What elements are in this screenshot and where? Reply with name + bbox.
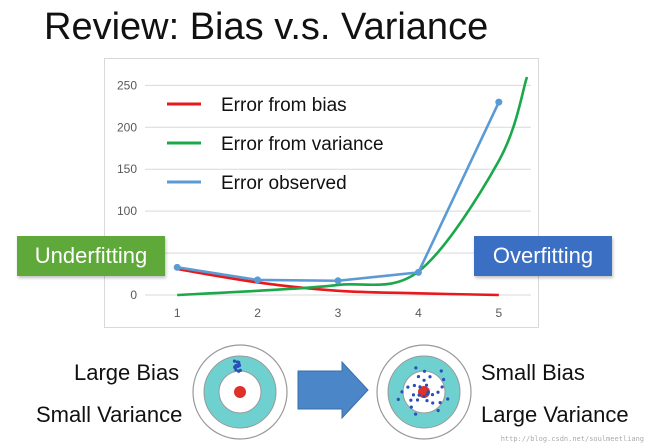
underfitting-badge: Underfitting <box>17 236 165 276</box>
x-tick-label: 3 <box>335 306 342 320</box>
shot-dot <box>234 368 238 372</box>
series-point <box>334 277 342 285</box>
y-tick-label: 100 <box>117 204 137 218</box>
shot-dot <box>436 390 440 394</box>
x-tick-label: 5 <box>495 306 502 320</box>
left-caption-bias: Large Bias <box>74 360 180 385</box>
series-line-2 <box>177 76 529 297</box>
shot-dot <box>400 390 404 394</box>
chart-area: 05010015020025012345Error from biasError… <box>104 58 539 328</box>
shot-dot <box>418 385 422 389</box>
series-line-1 <box>176 267 499 297</box>
shot-dot <box>409 405 413 409</box>
shot-dot <box>441 377 446 382</box>
series-point <box>414 268 422 276</box>
slide-title: Review: Bias v.s. Variance <box>44 6 489 48</box>
right-caption-variance: Large Variance <box>481 402 629 427</box>
shot-dot <box>237 369 241 373</box>
line-chart: 05010015020025012345Error from biasError… <box>117 76 531 320</box>
series-point <box>173 263 181 271</box>
legend-label: Error from bias <box>221 95 347 116</box>
y-tick-label: 200 <box>117 120 137 134</box>
shot-dot <box>425 392 429 396</box>
x-tick-label: 2 <box>254 306 261 320</box>
right-target <box>376 344 472 440</box>
right-target-shots <box>396 366 450 416</box>
shot-dot <box>438 401 442 405</box>
shot-dot <box>406 385 410 389</box>
shot-dot <box>413 412 418 416</box>
overfitting-badge: Overfitting <box>474 236 612 276</box>
transition-arrow <box>297 360 369 420</box>
shot-dot <box>415 398 420 402</box>
shot-dot <box>409 398 413 402</box>
y-tick-label: 0 <box>130 288 137 302</box>
shot-dot <box>416 374 421 379</box>
right-arrow-icon <box>297 360 369 420</box>
shot-dot <box>446 397 450 401</box>
shot-dot <box>414 366 418 370</box>
watermark: http://blog.csdn.net/soulmeetliang <box>500 435 644 443</box>
y-tick-label: 150 <box>117 162 137 176</box>
shot-dot <box>411 393 416 397</box>
x-tick-label: 4 <box>415 306 422 320</box>
shot-dot <box>440 385 444 389</box>
shot-dot <box>417 393 421 397</box>
shot-dot <box>439 369 443 373</box>
targets-illustration <box>192 344 472 440</box>
shot-dot <box>237 360 241 364</box>
shot-dot <box>422 394 426 399</box>
shot-dot <box>424 383 429 387</box>
series-point <box>254 276 262 284</box>
left-target <box>192 344 288 440</box>
y-tick-label: 250 <box>117 78 137 92</box>
legend-label: Error observed <box>221 173 347 194</box>
shot-dot <box>237 363 242 368</box>
right-caption-bias: Small Bias <box>481 360 585 385</box>
left-target-shots <box>232 359 242 373</box>
shot-dot <box>430 393 435 397</box>
shot-dot <box>431 401 435 405</box>
left-target-bullseye <box>234 386 246 398</box>
shot-dot <box>428 375 432 379</box>
legend-label: Error from variance <box>221 134 384 155</box>
x-tick-label: 1 <box>174 306 181 320</box>
shot-dot <box>422 378 426 382</box>
shot-dot <box>425 398 429 403</box>
shot-dot <box>232 359 237 363</box>
left-caption-variance: Small Variance <box>36 402 183 427</box>
shot-dot <box>396 397 400 401</box>
shot-dot <box>412 383 416 388</box>
shot-dot <box>436 408 440 413</box>
shot-dot <box>422 369 427 373</box>
series-point <box>495 98 503 106</box>
shot-dot <box>234 363 238 368</box>
